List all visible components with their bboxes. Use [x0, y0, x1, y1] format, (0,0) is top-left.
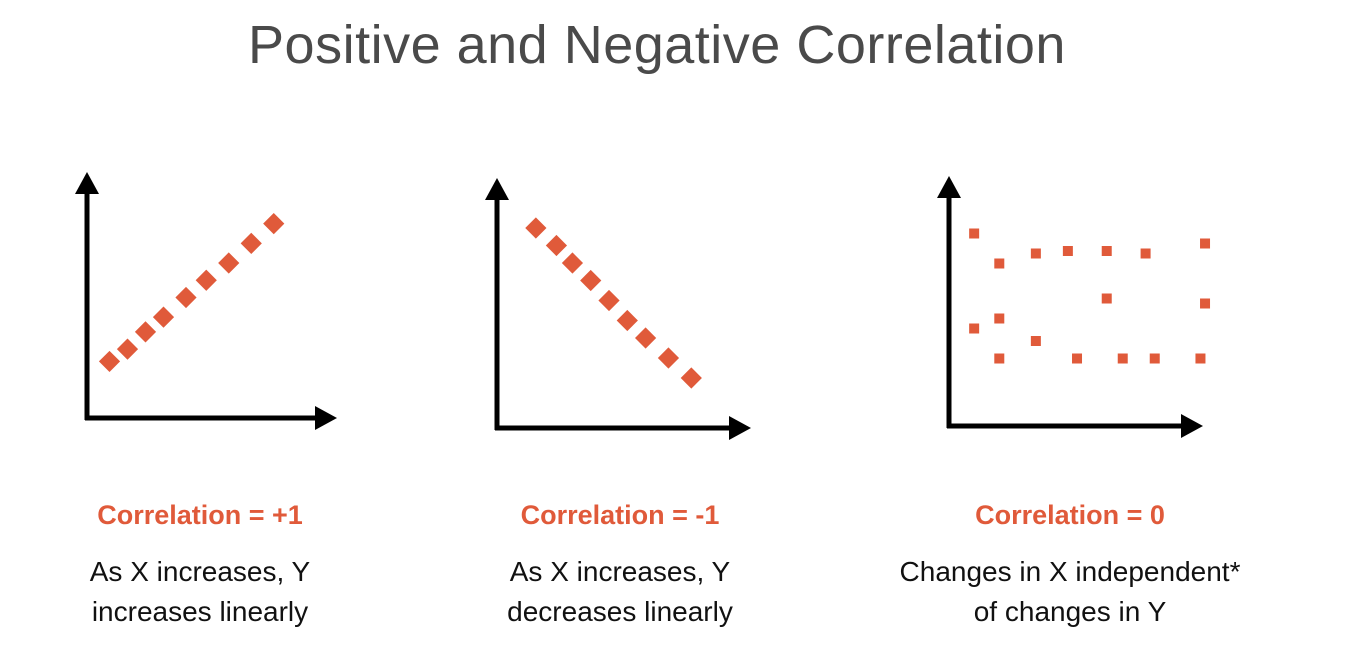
data-point [1200, 298, 1211, 309]
chart-description: Changes in X independent* of changes in … [870, 552, 1270, 632]
chart-panel-zero: Correlation = 0 Changes in X independent… [870, 150, 1270, 627]
data-point [134, 321, 157, 343]
data-point [680, 367, 702, 389]
data-point [1117, 353, 1128, 364]
data-point [1149, 353, 1160, 364]
x-axis-arrow-icon [315, 406, 337, 430]
correlation-label: Correlation = -1 [520, 500, 720, 530]
data-point [634, 327, 657, 349]
chart-description: As X increases, Y increases linearly [0, 552, 400, 632]
correlation-label: Correlation = 0 [975, 500, 1165, 530]
data-point [1101, 293, 1112, 304]
chart-panel-positive: Correlation = +1 As X increases, Y incre… [0, 150, 400, 627]
description-line: increases linearly [91, 596, 309, 627]
data-point [1200, 238, 1211, 249]
data-point [175, 286, 197, 309]
data-point [994, 353, 1005, 364]
description-line: As X increases, Y [89, 556, 311, 587]
data-point [657, 347, 680, 369]
data-point [218, 252, 240, 274]
data-point [1101, 246, 1112, 256]
description-line: of changes in Y [973, 596, 1167, 627]
description-line: Changes in X independent* [899, 556, 1241, 587]
x-axis-arrow-icon [729, 416, 751, 440]
description-line: decreases linearly [507, 596, 733, 627]
scatter-chart-zero [937, 176, 1211, 438]
data-point [1072, 353, 1083, 364]
data-point [240, 232, 262, 254]
data-point [994, 258, 1005, 269]
correlation-label: Correlation = +1 [97, 500, 303, 530]
data-point [969, 228, 980, 239]
chart-description: As X increases, Y decreases linearly [420, 552, 820, 632]
data-point [994, 313, 1005, 324]
data-point [1195, 353, 1206, 364]
data-point [1140, 248, 1151, 259]
data-point [116, 338, 139, 360]
y-axis-arrow-icon [75, 172, 99, 194]
y-axis-arrow-icon [937, 176, 961, 198]
data-point [598, 289, 620, 312]
data-point [525, 217, 547, 239]
scatter-chart-positive [75, 172, 337, 430]
description-line: As X increases, Y [509, 556, 731, 587]
data-point [1030, 336, 1041, 346]
data-point [195, 269, 217, 291]
data-point [545, 234, 568, 257]
data-point [580, 269, 602, 292]
y-axis-arrow-icon [485, 178, 509, 200]
data-point [561, 252, 584, 274]
data-point [1030, 248, 1041, 259]
scatter-chart-negative [485, 178, 751, 440]
page-title: Positive and Negative Correlation [248, 15, 1066, 75]
data-point [969, 323, 980, 334]
data-point [263, 213, 285, 235]
data-point [616, 309, 638, 332]
chart-panel-negative: Correlation = -1 As X increases, Y decre… [420, 150, 820, 627]
data-point [98, 350, 121, 373]
data-point [1062, 246, 1073, 256]
data-point [152, 306, 175, 328]
x-axis-arrow-icon [1181, 414, 1203, 438]
